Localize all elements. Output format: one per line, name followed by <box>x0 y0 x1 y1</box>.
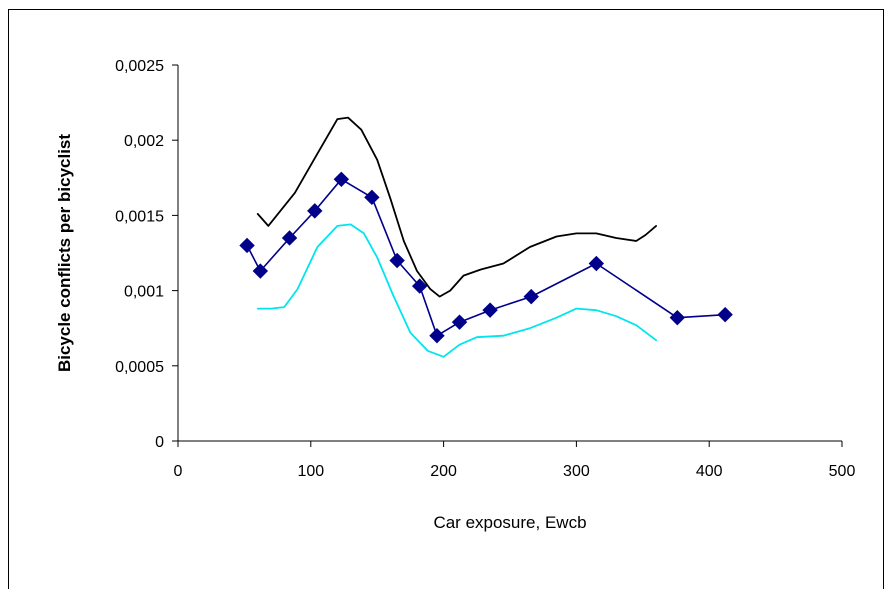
y-ticks: 0 0,0005 0,001 0,0015 0,002 0,0025 <box>115 58 178 451</box>
data-point-marker <box>411 278 428 294</box>
data-point-marker <box>281 230 298 246</box>
data-point-marker <box>364 189 380 206</box>
x-tick-label: 300 <box>563 463 590 480</box>
x-tick-label: 200 <box>430 463 457 480</box>
x-ticks: 0 100 200 300 400 500 <box>174 441 856 480</box>
y-tick-label: 0 <box>155 434 164 451</box>
data-point-marker <box>717 306 733 323</box>
series-line-1 <box>256 116 657 298</box>
series-layer <box>239 116 733 358</box>
x-axis-label: Car exposure, Ewcb <box>433 513 586 532</box>
series-line-3 <box>256 223 657 358</box>
y-tick-label: 0,0005 <box>115 359 164 376</box>
data-point-marker <box>482 302 498 318</box>
data-point-marker <box>429 328 445 344</box>
y-tick-label: 0,0015 <box>115 208 164 225</box>
data-point-marker <box>239 237 255 254</box>
x-tick-label: 100 <box>297 463 324 480</box>
data-point-marker <box>252 263 269 279</box>
y-tick-label: 0,0025 <box>115 58 164 75</box>
data-point-marker <box>333 171 350 188</box>
y-tick-label: 0,002 <box>124 133 164 150</box>
x-tick-label: 500 <box>829 463 856 480</box>
data-point-marker <box>523 288 539 305</box>
line-chart: 0 100 200 300 400 500 0 0,0005 0,001 0,0015 0,002… <box>55 58 855 532</box>
y-tick-label: 0,001 <box>124 284 164 301</box>
x-tick-label: 0 <box>174 463 183 480</box>
data-point-marker <box>669 309 686 326</box>
data-point-marker <box>588 255 605 272</box>
chart-frame <box>8 9 884 589</box>
x-tick-label: 400 <box>696 463 723 480</box>
data-point-marker <box>307 203 323 219</box>
axes: 0 100 200 300 400 500 0 0,0005 0,001 0,0015 0,002… <box>115 58 855 480</box>
y-axis-label: Bicycle conflicts per bicyclist <box>55 134 74 372</box>
data-point-marker <box>389 252 405 269</box>
data-point-marker <box>451 314 468 330</box>
